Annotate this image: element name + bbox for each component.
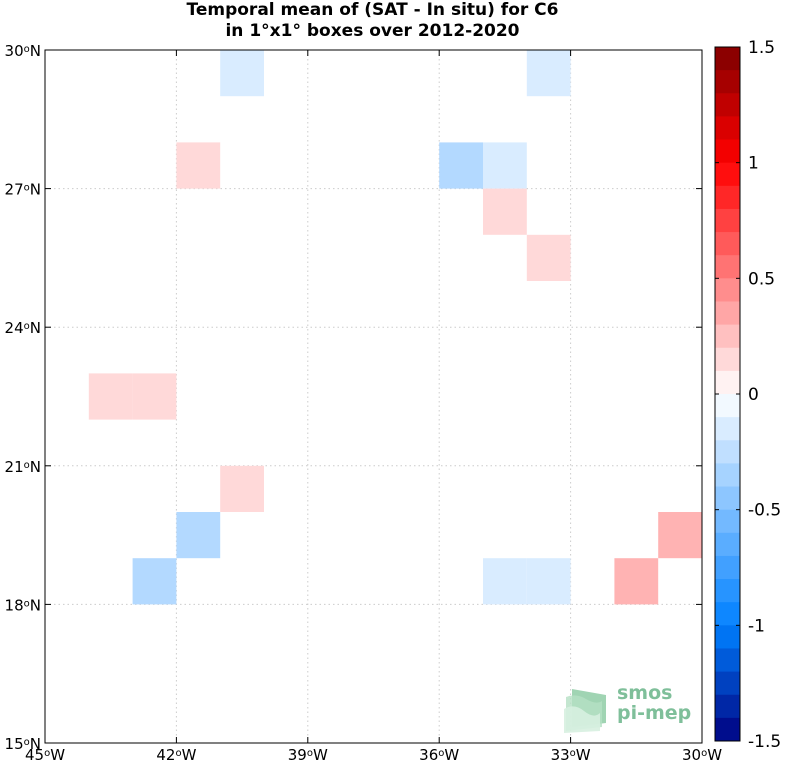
heatmap-cell <box>658 512 702 559</box>
plot-frame <box>44 49 703 744</box>
chart-title-line-2: in 1°x1° boxes over 2012-2020 <box>225 21 520 41</box>
colorbar-level <box>715 417 740 441</box>
heatmap-cell <box>176 142 221 189</box>
y-tick-label: 30oN <box>5 42 41 60</box>
heatmap-cell <box>220 50 264 97</box>
axis-ticks: 45oW 42oW 39oW 36oW 33oW 30oW 30oN 27oN 24oN 21oN… <box>5 42 723 763</box>
colorbar-label: -1.5 <box>748 732 781 752</box>
heatmap-cell <box>483 558 527 605</box>
chart-title-line-1: Temporal mean of (SAT - In situ) for C6 <box>186 0 559 20</box>
colorbar-level <box>715 232 740 256</box>
x-tick-label: 39oW <box>288 746 328 763</box>
colorbar-level <box>715 208 740 233</box>
heatmap-cell <box>132 373 177 420</box>
colorbar-level <box>715 301 740 326</box>
colorbar-level <box>715 602 740 626</box>
colorbar-level <box>715 347 740 372</box>
colorbar-level <box>715 555 740 580</box>
colorbar-level <box>715 394 740 418</box>
colorbar-level <box>715 370 740 395</box>
colorbar-level <box>715 463 740 488</box>
colorbar-label: -1 <box>748 616 765 636</box>
colorbar-level <box>715 486 740 511</box>
heatmap-cell <box>526 50 571 97</box>
heatmap-cell <box>483 142 527 189</box>
colorbar-label: 1.5 <box>748 38 775 58</box>
heatmap-cell <box>614 558 659 605</box>
heatmap-cells <box>88 50 702 605</box>
logo-text-pi-mep: pi-mep <box>617 702 692 724</box>
logo-wave-icon <box>564 689 606 733</box>
gridlines <box>45 50 702 743</box>
heatmap-cell <box>526 234 571 281</box>
colorbar-level <box>715 509 740 534</box>
x-tick-label: 45oW <box>25 746 65 763</box>
x-tick-label: 42oW <box>156 746 196 763</box>
colorbar-level <box>715 440 740 464</box>
colorbar-level <box>715 694 740 719</box>
colorbar-level <box>715 671 740 696</box>
colorbar-level <box>715 47 740 71</box>
colorbar-label: -0.5 <box>748 501 781 521</box>
y-tick-label: 15oN <box>5 735 41 753</box>
colorbar-label: 0.5 <box>748 269 775 289</box>
heatmap-cell <box>176 512 221 559</box>
colorbar-level <box>715 324 740 349</box>
colorbar: 1.5 1 0.5 0 -0.5 -1 -1.5 <box>714 38 781 752</box>
y-tick-label: 21oN <box>5 458 41 476</box>
x-tick-label: 36oW <box>419 746 459 763</box>
colorbar-level <box>715 162 740 187</box>
logo-text-smos: smos <box>617 682 673 704</box>
x-tick-label: 30oW <box>682 746 722 763</box>
colorbar-label: 1 <box>748 154 759 174</box>
heatmap-cell <box>88 373 133 420</box>
colorbar-level <box>715 93 740 117</box>
x-tick-label: 33oW <box>551 746 591 763</box>
y-tick-label: 24oN <box>5 319 41 337</box>
smos-pi-mep-logo: smos pi-mep <box>562 683 692 733</box>
colorbar-level <box>715 717 740 742</box>
colorbar-level <box>715 139 740 164</box>
y-tick-label: 18oN <box>5 596 41 614</box>
colorbar-level <box>715 70 740 94</box>
heatmap-cell <box>483 188 527 235</box>
heatmap-cell <box>220 465 264 512</box>
chart-title: Temporal mean of (SAT - In situ) for C6 … <box>0 0 745 42</box>
heatmap-cell <box>132 558 177 605</box>
colorbar-level <box>715 278 740 302</box>
colorbar-label: 0 <box>748 385 759 405</box>
colorbar-level <box>715 625 740 649</box>
colorbar-level <box>715 255 740 279</box>
y-tick-label: 27oN <box>5 181 41 199</box>
colorbar-level <box>715 116 740 141</box>
colorbar-level <box>715 532 740 557</box>
heatmap-cell <box>526 558 571 605</box>
colorbar-level <box>715 648 740 673</box>
colorbar-level <box>715 185 740 210</box>
colorbar-level <box>715 579 740 603</box>
heatmap-cell <box>439 142 483 189</box>
